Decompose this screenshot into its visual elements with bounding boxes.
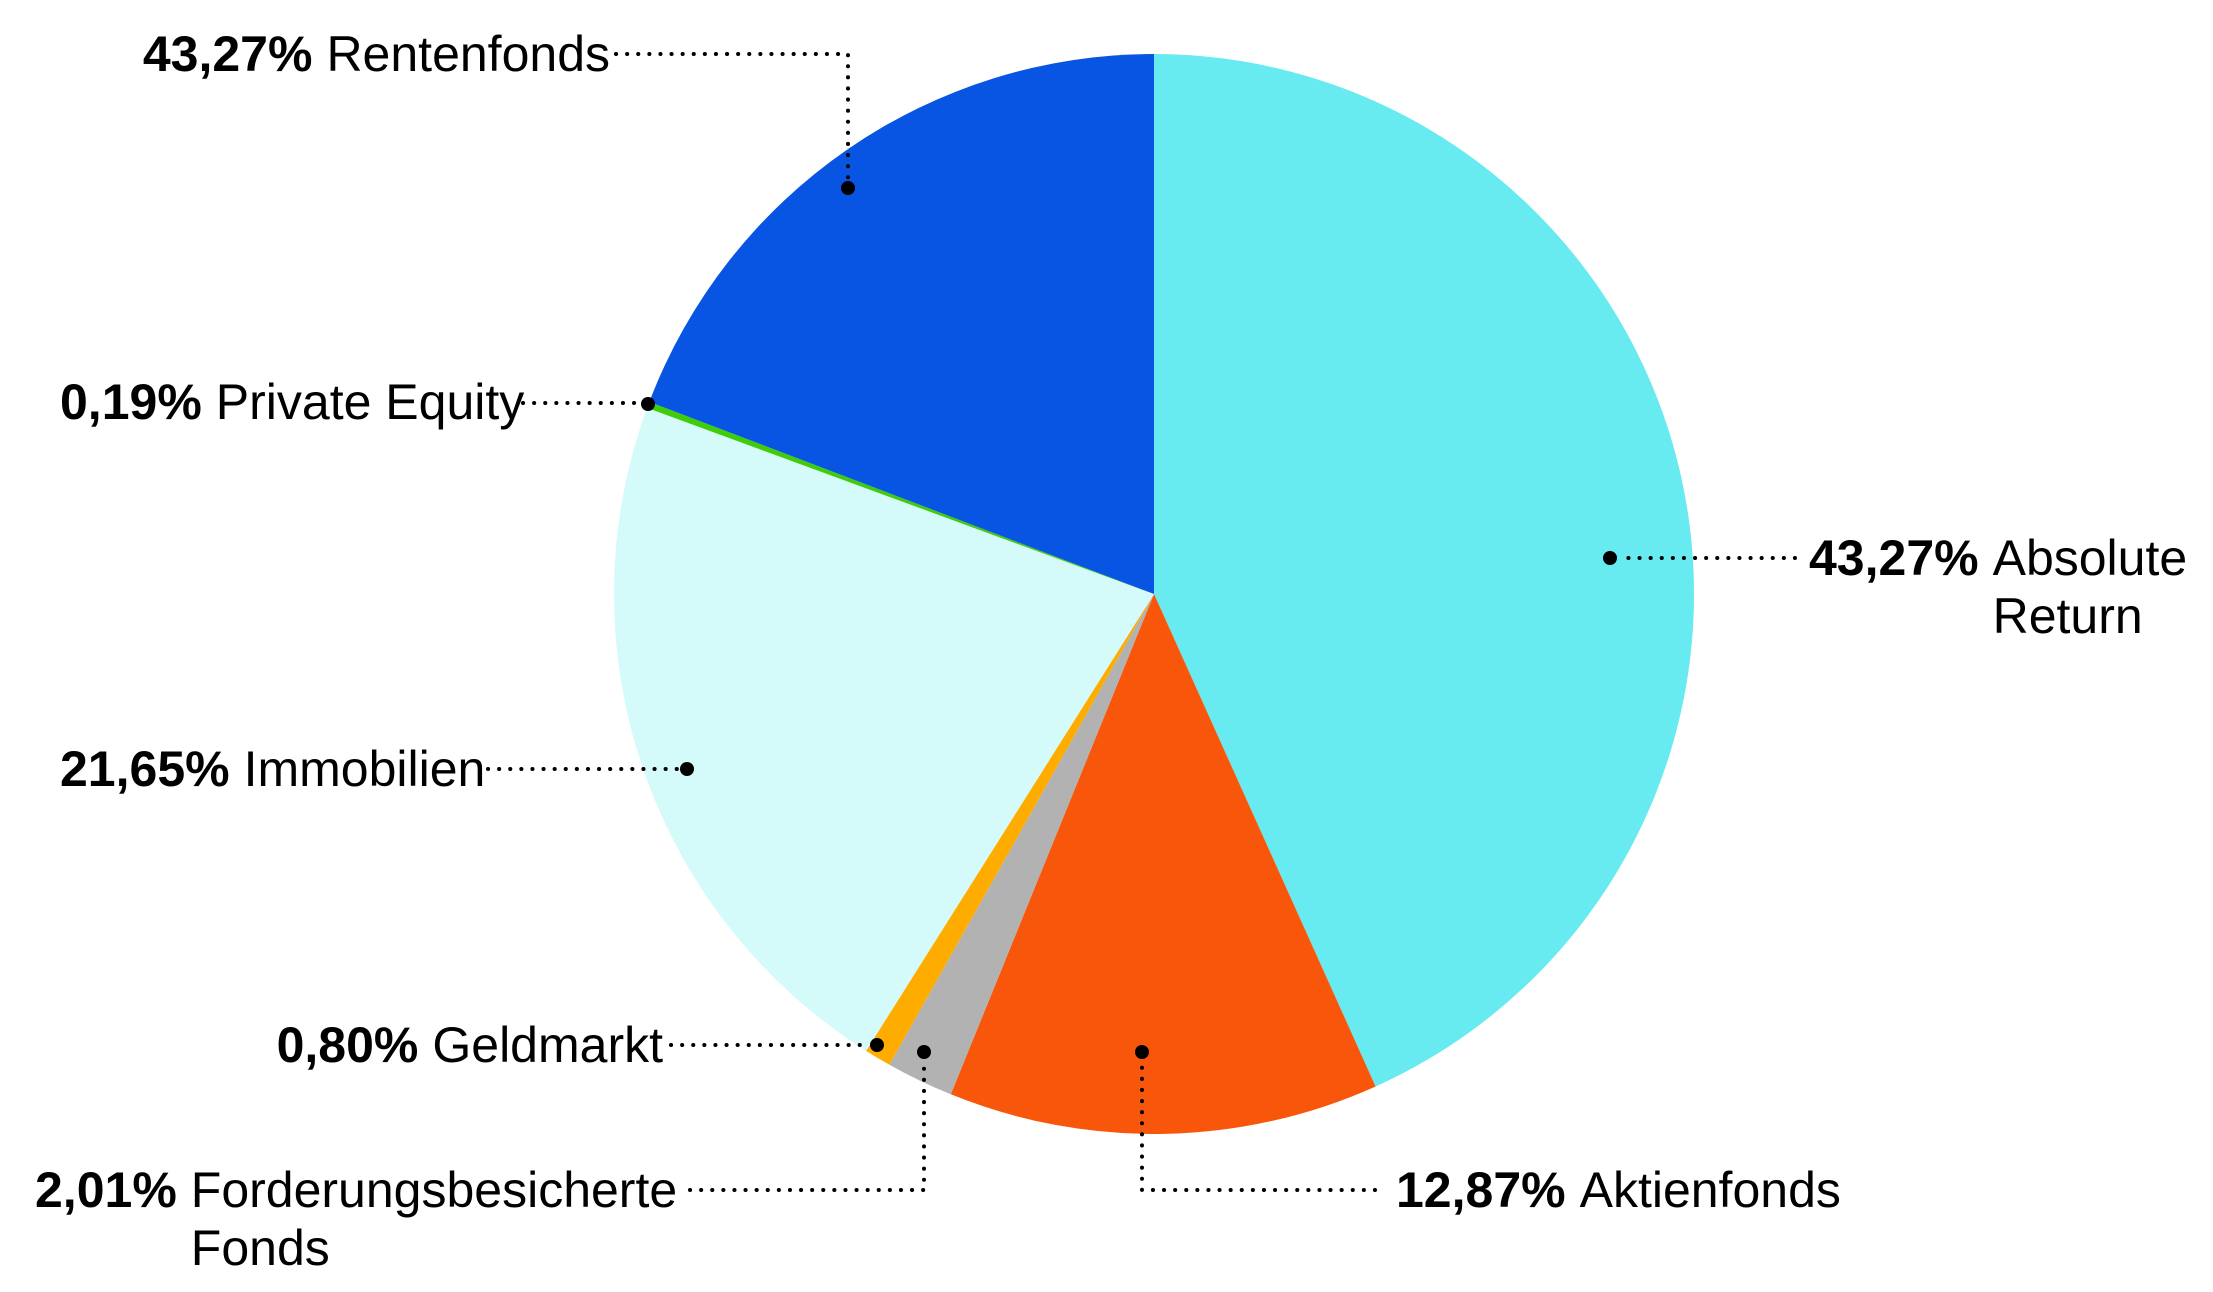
pie-slice-immobilien <box>613 407 1154 1051</box>
label-absolute-return-name: Absolute Return <box>1992 530 2188 644</box>
label-immobilien-percent: 21,65% <box>60 741 230 797</box>
callout-dot-aktienfonds <box>1135 1045 1149 1059</box>
callout-dot-private-equity <box>641 397 655 411</box>
label-immobilien: 21,65% Immobilien <box>60 740 485 798</box>
label-rentenfonds-name: Rentenfonds <box>326 26 610 82</box>
label-private-equity: 0,19% Private Equity <box>60 373 524 431</box>
label-private-equity-percent: 0,19% <box>60 374 202 430</box>
callout-dot-absolute-return <box>1603 551 1617 565</box>
label-aktienfonds-percent: 12,87% <box>1396 1162 1566 1218</box>
pie-slice-aktienfonds <box>950 594 1376 1135</box>
label-geldmarkt-name: Geldmarkt <box>432 1017 663 1073</box>
leader-line-rentenfonds <box>614 52 850 188</box>
label-absolute-return-percent: 43,27% <box>1809 530 1979 586</box>
label-forderungsbesicherte-fonds: 2,01% Forderungsbesicherte Fonds <box>35 1161 677 1277</box>
leader-line-forderungsbesicherte-fonds <box>688 1057 926 1192</box>
label-geldmarkt-percent: 0,80% <box>276 1017 419 1073</box>
callout-dot-immobilien <box>680 762 694 776</box>
pie-slice-geldmarkt <box>866 594 1154 1065</box>
pie-slice-forderungsbesicherte-fonds <box>889 594 1154 1095</box>
callout-dot-forderungsbesicherte-fonds <box>917 1045 931 1059</box>
label-rentenfonds: 43,27% Rentenfonds <box>60 25 610 83</box>
callout-leaders <box>486 52 1797 1192</box>
label-private-equity-name: Private Equity <box>215 374 525 430</box>
label-aktienfonds: 12,87% Aktienfonds <box>1396 1161 1841 1219</box>
label-geldmarkt: 0,80% Geldmarkt <box>200 1016 663 1074</box>
pie-slice-private-equity <box>647 401 1154 594</box>
callout-dot-geldmarkt <box>870 1038 884 1052</box>
label-forderungsbesicherte-fonds-name: Forderungsbesicherte Fonds <box>190 1162 678 1276</box>
label-absolute-return: 43,27% Absolute Return <box>1809 529 2187 645</box>
pie-slice-absolute-return <box>1154 54 1695 1087</box>
callout-dot-rentenfonds <box>841 181 855 195</box>
pie-slice-rentenfonds <box>649 54 1154 594</box>
label-immobilien-name: Immobilien <box>243 741 486 797</box>
leader-line-aktienfonds <box>1140 1057 1377 1192</box>
label-rentenfonds-percent: 43,27% <box>142 26 313 82</box>
label-aktienfonds-name: Aktienfonds <box>1579 1162 1841 1218</box>
label-forderungsbesicherte-fonds-percent: 2,01% <box>35 1162 177 1218</box>
pie-slices <box>613 54 1695 1135</box>
